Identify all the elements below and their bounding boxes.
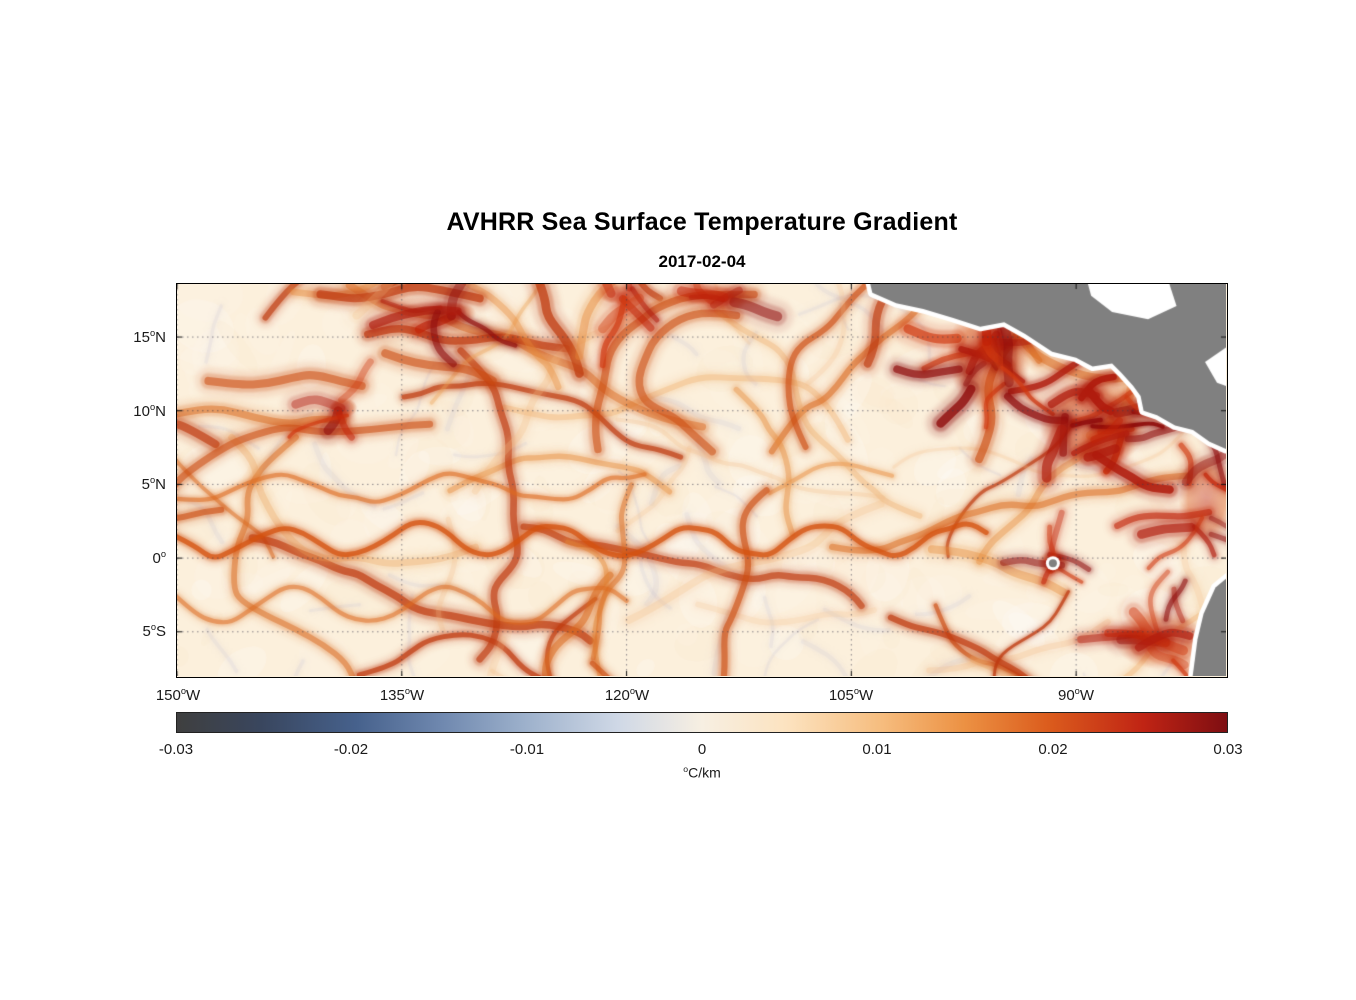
map-plot-frame: [176, 283, 1228, 678]
x-tick-105w-num: 105: [828, 687, 854, 704]
x-tick-150w: 150oW: [156, 686, 200, 704]
degree-mark: o: [404, 686, 411, 696]
y-tick-10n: 10oN: [92, 402, 166, 420]
chart-title: AVHRR Sea Surface Temperature Gradient: [446, 208, 958, 236]
colorbar-tick-3: 0: [697, 741, 707, 758]
y-tick-5n-dir: N: [155, 476, 166, 493]
colorbar-unit-label: oC/km: [176, 764, 1228, 781]
degree-mark: o: [149, 402, 156, 412]
x-tick-120w: 120oW: [605, 686, 649, 704]
y-tick-5n-num: 5: [141, 476, 150, 493]
sst-gradient-heatmap-canvas: [177, 284, 1226, 676]
x-tick-120w-num: 120: [604, 687, 630, 704]
colorbar-tick-0: -0.03: [158, 741, 194, 758]
y-tick-15n: 15oN: [92, 328, 166, 346]
colorbar-tick-1: -0.02: [333, 741, 369, 758]
degree-mark: o: [853, 686, 860, 696]
x-tick-90w: 90oW: [1058, 686, 1094, 704]
colorbar-tick-5: 0.02: [1038, 741, 1068, 758]
colorbar-gradient: [177, 713, 1227, 732]
degree-mark: o: [160, 549, 166, 559]
y-tick-5s-num: 5: [142, 623, 151, 640]
y-tick-0: 0o: [92, 549, 166, 567]
x-tick-90w-num: 90: [1057, 687, 1075, 704]
y-tick-10n-num: 10: [133, 403, 150, 420]
y-tick-15n-num: 15: [133, 329, 150, 346]
x-tick-135w-num: 135: [379, 687, 405, 704]
y-tick-15n-dir: N: [155, 329, 166, 346]
y-tick-5s-dir: S: [155, 623, 166, 640]
degree-mark: o: [629, 686, 636, 696]
degree-mark: o: [149, 475, 156, 485]
colorbar-tick-2: -0.01: [509, 741, 545, 758]
x-tick-135w: 135oW: [380, 686, 424, 704]
colorbar-unit-text: C/km: [688, 764, 721, 781]
y-tick-5s: 5oS: [92, 622, 166, 640]
degree-mark: o: [1074, 686, 1080, 696]
degree-mark: o: [180, 686, 187, 696]
colorbar-tick-4: 0.01: [862, 741, 892, 758]
degree-mark: o: [683, 764, 689, 774]
colorbar-tick-6: 0.03: [1213, 741, 1243, 758]
x-tick-150w-num: 150: [155, 687, 181, 704]
chart-subtitle-date: 2017-02-04: [658, 252, 746, 271]
degree-mark: o: [149, 328, 156, 338]
x-tick-105w-dir: W: [859, 687, 874, 704]
y-tick-5n: 5oN: [92, 475, 166, 493]
x-tick-120w-dir: W: [635, 687, 650, 704]
x-tick-150w-dir: W: [186, 687, 201, 704]
degree-mark: o: [150, 622, 156, 632]
x-tick-135w-dir: W: [410, 687, 425, 704]
y-tick-10n-dir: N: [155, 403, 166, 420]
x-tick-105w: 105oW: [829, 686, 873, 704]
y-tick-0-num: 0: [152, 550, 161, 567]
x-tick-90w-dir: W: [1079, 687, 1095, 704]
colorbar-frame: [176, 712, 1228, 733]
